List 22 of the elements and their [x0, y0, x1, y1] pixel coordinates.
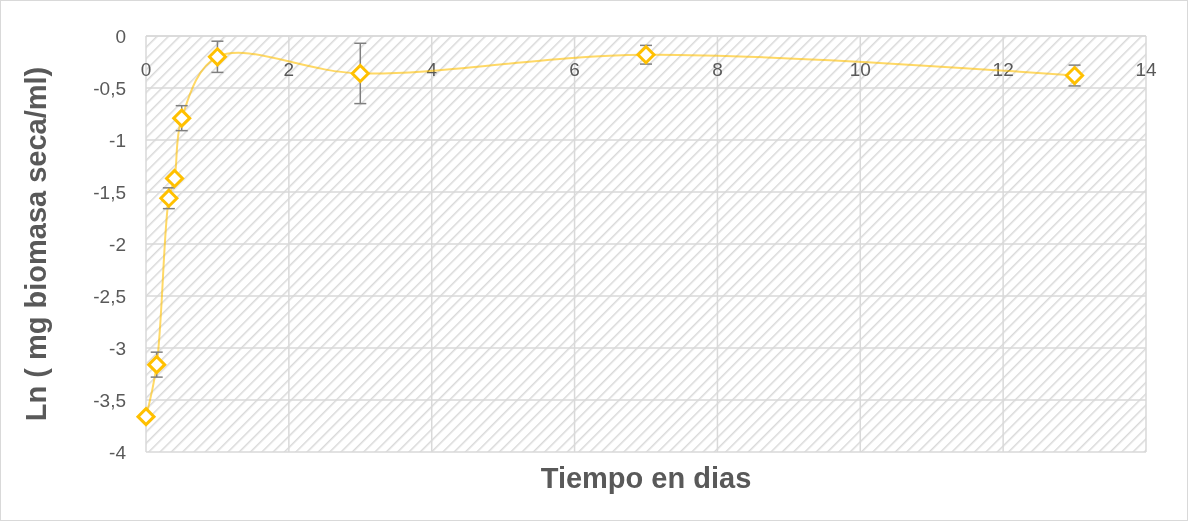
x-tick-label: 6 [569, 59, 580, 80]
point [136, 407, 156, 427]
y-tick-label: -1 [109, 130, 126, 151]
point [172, 108, 192, 128]
y-tick-label: -2,5 [93, 286, 126, 307]
x-tick-label: 8 [712, 59, 723, 80]
x-tick-label: 10 [849, 59, 871, 80]
x-tick-label: 14 [1135, 59, 1157, 80]
x-axis-title: Tiempo en dias [540, 462, 752, 494]
x-tick-label: 0 [140, 59, 152, 80]
y-tick-label: -3 [109, 338, 126, 359]
y-tick-label: -3,5 [93, 390, 126, 411]
point [350, 63, 370, 83]
x-tick-label: 2 [283, 59, 295, 80]
y-tick-label: -4 [109, 442, 127, 463]
y-axis-title: Ln ( mg biomasa seca/ml) [20, 66, 52, 422]
y-tick-label: -1,5 [93, 182, 126, 203]
y-tick-label: -2 [109, 234, 126, 255]
point [165, 168, 185, 188]
y-tick-label: 0 [115, 26, 126, 47]
point [207, 47, 227, 67]
y-tick-label: -0,5 [93, 78, 126, 99]
